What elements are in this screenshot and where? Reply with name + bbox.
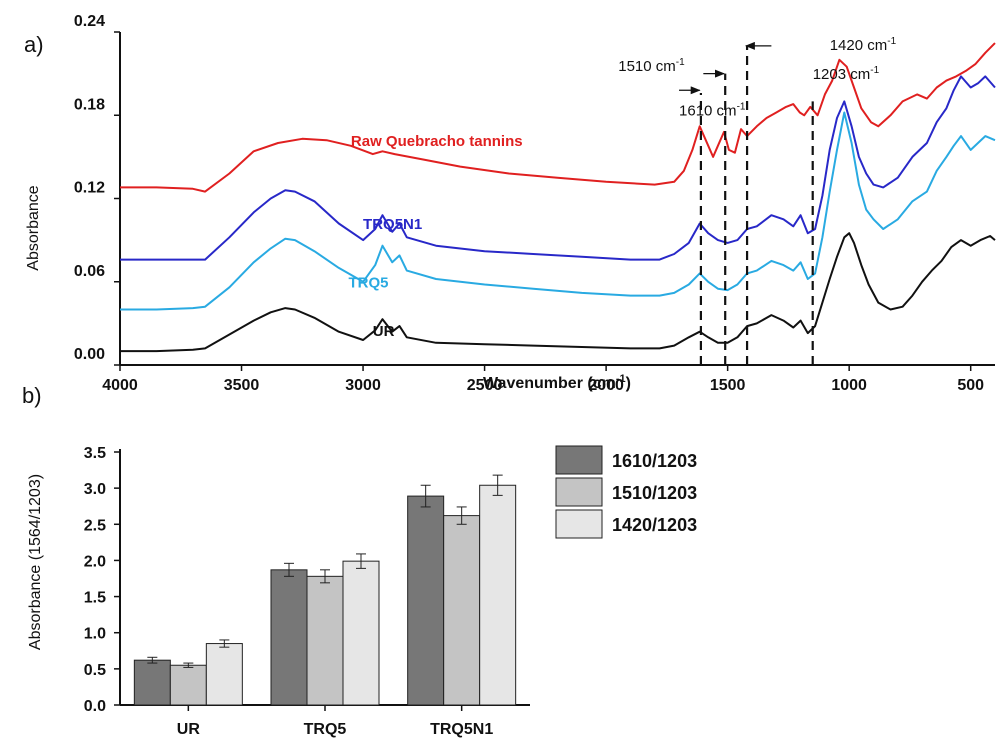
x-title-end: ) (626, 375, 631, 392)
spectra-y-tick-label: 0.18 (74, 96, 105, 113)
spectra-x-tick-label: 500 (957, 377, 984, 394)
spectra-panel: a) Absorbance 4000 3500 3000 2500 2000 1500 10… (24, 13, 996, 394)
legend-label: 1610/1203 (612, 451, 697, 471)
series-label: Raw Quebracho tannins (351, 133, 523, 150)
bar-category-label: UR (177, 721, 201, 738)
bar-group (133, 474, 517, 706)
bar-trq5n1-1510-1203 (443, 515, 481, 706)
peak-marker-label: 1610 cm-1 (679, 101, 746, 119)
bar-trq5n1-1420-1203 (479, 484, 517, 706)
bar-trq5n1-1610-1203 (407, 495, 445, 706)
peak-markers: 1610 cm-1 1510 cm-1 1420 cm-1 1203 cm-1 (618, 36, 897, 365)
series-line-ur (120, 232, 996, 353)
bar-ur-1510-1203 (169, 664, 207, 706)
bar-y-tick-label: 3.0 (84, 481, 106, 498)
peak-marker-label: 1203 cm-1 (813, 65, 880, 83)
ratio-bar-panel: b) Absorbance (1564/1203) 0.0 0.5 1.0 1.5 2.… (22, 383, 697, 738)
bar-y-tick-label: 1.5 (84, 590, 106, 607)
peak-marker-label: 1510 cm-1 (618, 57, 685, 75)
spectra-x-tick-label: 2500 (467, 377, 503, 394)
legend-label: 1420/1203 (612, 515, 697, 535)
spectra-axes: 4000 3500 3000 2500 2000 1500 1000 500 0.00 0.06 0… (74, 13, 995, 394)
x-title-main: Wavenumber (cm (483, 375, 616, 392)
panel-label-b: b) (22, 383, 42, 408)
bar-y-tick-label: 2.5 (84, 517, 106, 534)
x-title-sup: -1 (616, 373, 626, 385)
series-line-trq5n1 (120, 75, 996, 261)
series-line-trq5 (120, 111, 996, 311)
spectra-x-tick-label: 3500 (224, 377, 260, 394)
spectra-x-tick-label: 1500 (710, 377, 746, 394)
bar-trq5-1510-1203 (306, 575, 344, 706)
bar-ur-1420-1203 (205, 643, 243, 706)
spectra-x-axis-title: Wavenumber (cm-1) (483, 373, 631, 392)
spectra-y-tick-label: 0.00 (74, 346, 105, 363)
series-line-raw-quebracho-tannins (120, 42, 996, 193)
bar-y-tick-label: 3.5 (84, 445, 106, 462)
bar-ur-1610-1203 (133, 659, 171, 706)
legend-swatch (555, 477, 603, 507)
bar-y-tick-label: 1.0 (84, 626, 106, 643)
bar-y-tick-label: 0.5 (84, 662, 106, 679)
series-labels: Raw Quebracho tannins TRQ5N1 TRQ5 UR (348, 133, 522, 340)
spectra-y-tick-label: 0.12 (74, 180, 105, 197)
series-label: UR (373, 323, 395, 340)
legend-swatch (555, 509, 603, 539)
spectra-y-axis-title: Absorbance (25, 185, 42, 270)
spectra-x-tick-label: 3000 (345, 377, 381, 394)
bar-category-label: TRQ5N1 (430, 721, 493, 738)
bar-y-tick-label: 0.0 (84, 698, 106, 715)
series-label: TRQ5N1 (363, 216, 422, 233)
spectra-y-tick-label: 0.24 (74, 13, 105, 30)
bar-trq5-1420-1203 (342, 560, 380, 706)
series-label: TRQ5 (348, 274, 388, 291)
bar-trq5-1610-1203 (270, 569, 308, 706)
legend-label: 1510/1203 (612, 483, 697, 503)
spectra-x-tick-label: 1000 (831, 377, 867, 394)
bar-y-tick-label: 2.0 (84, 553, 106, 570)
bar-y-axis-title: Absorbance (1564/1203) (27, 474, 44, 650)
bar-legend: 1610/1203 1510/1203 1420/1203 (555, 445, 697, 539)
peak-marker-label: 1420 cm-1 (830, 36, 897, 54)
spectra-x-tick-label: 4000 (102, 377, 138, 394)
spectra-lines (120, 42, 996, 353)
spectra-x-tick-label: 2000 (588, 377, 624, 394)
legend-swatch (555, 445, 603, 475)
panel-label-a: a) (24, 32, 44, 57)
bar-category-label: TRQ5 (304, 721, 347, 738)
spectra-y-tick-label: 0.06 (74, 263, 105, 280)
